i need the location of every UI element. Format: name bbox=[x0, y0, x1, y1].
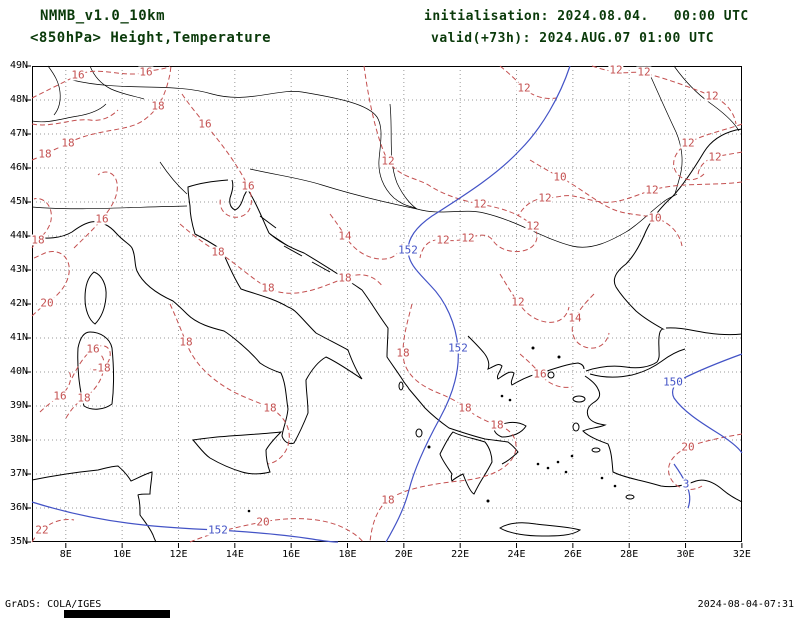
temperature-label: 12 bbox=[644, 183, 660, 197]
temperature-label: 18 bbox=[457, 401, 473, 415]
lon-label: 20E bbox=[394, 549, 413, 560]
lon-label: 12E bbox=[169, 549, 188, 560]
temperature-label: 12 bbox=[510, 295, 526, 309]
lat-label: 38N bbox=[9, 434, 28, 445]
height-label: 150 bbox=[662, 375, 684, 389]
lat-label: 48N bbox=[9, 94, 28, 105]
height-contours bbox=[31, 65, 743, 543]
temperature-label: 20 bbox=[39, 296, 55, 310]
height-label: 152 bbox=[397, 243, 419, 257]
temperature-label: 18 bbox=[96, 361, 112, 375]
temperature-label: 18 bbox=[395, 346, 411, 360]
temperature-label: 12 bbox=[608, 63, 624, 77]
lon-label: 28E bbox=[620, 549, 639, 560]
coastlines bbox=[31, 128, 743, 543]
lon-label: 18E bbox=[338, 549, 357, 560]
timestamp: 2024-08-04-07:31 bbox=[697, 599, 794, 610]
temperature-label: 12 bbox=[460, 231, 476, 245]
temperature-label: 12 bbox=[537, 191, 553, 205]
lat-label: 37N bbox=[9, 468, 28, 479]
lat-label: 40N bbox=[9, 366, 28, 377]
lon-label: 16E bbox=[282, 549, 301, 560]
temperature-label: 16 bbox=[52, 389, 68, 403]
map-svg bbox=[26, 65, 743, 548]
lat-label: 46N bbox=[9, 162, 28, 173]
temperature-label: 10 bbox=[552, 170, 568, 184]
temperature-label: 12 bbox=[525, 219, 541, 233]
temperature-label: 20 bbox=[255, 515, 271, 529]
model-title: NMMB_v1.0_10km bbox=[40, 8, 166, 24]
temperature-label: 20 bbox=[680, 440, 696, 454]
height-label: 3 bbox=[681, 477, 691, 491]
logo-bar bbox=[64, 610, 170, 618]
temperature-label: 16 bbox=[70, 68, 86, 82]
temperature-label: 18 bbox=[150, 99, 166, 113]
temperature-label: 16 bbox=[94, 212, 110, 226]
temperature-label: 18 bbox=[37, 147, 53, 161]
lon-label: 32E bbox=[732, 549, 751, 560]
lon-label: 30E bbox=[676, 549, 695, 560]
axis-ticks bbox=[26, 65, 743, 548]
lat-label: 41N bbox=[9, 332, 28, 343]
rivers bbox=[31, 65, 740, 248]
temperature-label: 12 bbox=[435, 233, 451, 247]
temperature-label: 16 bbox=[532, 367, 548, 381]
lat-label: 43N bbox=[9, 264, 28, 275]
lon-label: 24E bbox=[507, 549, 526, 560]
temperature-label: 18 bbox=[489, 418, 505, 432]
product-title: <850hPa> Height,Temperature bbox=[30, 30, 272, 46]
temperature-label: 12 bbox=[380, 154, 396, 168]
lat-label: 45N bbox=[9, 196, 28, 207]
valid-time: valid(+73h): 2024.AUG.07 01:00 UTC bbox=[431, 31, 715, 46]
lat-label: 44N bbox=[9, 230, 28, 241]
lon-label: 14E bbox=[225, 549, 244, 560]
temperature-label: 14 bbox=[337, 229, 353, 243]
temperature-label: 18 bbox=[30, 233, 46, 247]
temperature-label: 16 bbox=[85, 342, 101, 356]
map-frame bbox=[32, 66, 742, 542]
temperature-label: 18 bbox=[210, 245, 226, 259]
lat-label: 47N bbox=[9, 128, 28, 139]
temperature-label: 18 bbox=[76, 391, 92, 405]
temperature-label: 18 bbox=[380, 493, 396, 507]
temperature-label: 12 bbox=[704, 89, 720, 103]
temperature-label: 12 bbox=[516, 81, 532, 95]
temperature-label: 12 bbox=[636, 65, 652, 79]
height-label: 152 bbox=[207, 523, 229, 537]
lat-label: 49N bbox=[9, 60, 28, 71]
temperature-label: 22 bbox=[34, 523, 50, 537]
temperature-label: 12 bbox=[680, 136, 696, 150]
lon-label: 10E bbox=[113, 549, 132, 560]
grads-credit: GrADS: COLA/IGES bbox=[5, 599, 102, 610]
lat-label: 35N bbox=[9, 536, 28, 547]
temperature-label: 12 bbox=[707, 150, 723, 164]
temperature-label: 16 bbox=[138, 65, 154, 79]
temperature-label: 16 bbox=[240, 179, 256, 193]
temperature-label: 14 bbox=[567, 311, 583, 325]
graticule-grid bbox=[32, 66, 742, 542]
lon-label: 8E bbox=[59, 549, 72, 560]
height-label: 152 bbox=[447, 341, 469, 355]
init-time: initialisation: 2024.08.04. 00:00 UTC bbox=[424, 9, 749, 24]
lon-label: 22E bbox=[451, 549, 470, 560]
lon-label: 26E bbox=[563, 549, 582, 560]
lat-label: 42N bbox=[9, 298, 28, 309]
temperature-label: 12 bbox=[472, 197, 488, 211]
temperature-label: 18 bbox=[60, 136, 76, 150]
temperature-label: 16 bbox=[197, 117, 213, 131]
lat-label: 39N bbox=[9, 400, 28, 411]
temperature-label: 18 bbox=[262, 401, 278, 415]
temperature-contours bbox=[31, 65, 743, 543]
temperature-label: 18 bbox=[178, 335, 194, 349]
map-area: 49N 48N 47N 46N 45N 44N 43N 42N 41N 40N 39N 38N 37N 3… bbox=[10, 61, 751, 560]
temperature-label: 10 bbox=[647, 211, 663, 225]
temperature-label: 18 bbox=[337, 271, 353, 285]
temperature-label: 18 bbox=[260, 281, 276, 295]
lat-label: 36N bbox=[9, 502, 28, 513]
